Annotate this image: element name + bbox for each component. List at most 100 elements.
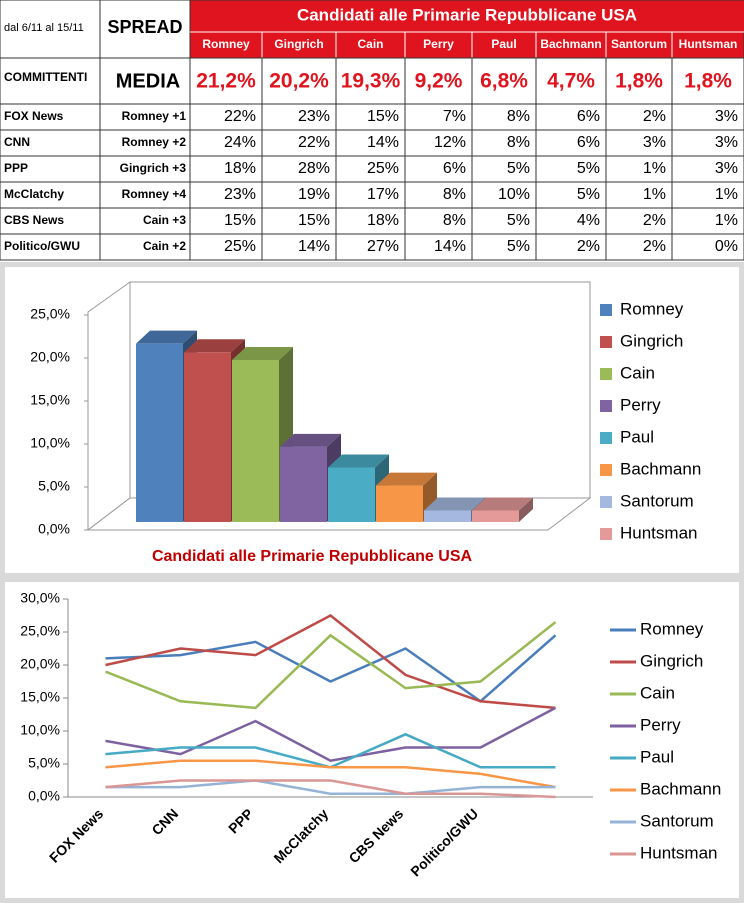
poll-value: 10%	[498, 186, 530, 203]
legend-label: Romney	[640, 619, 704, 638]
pollster: PPP	[4, 161, 28, 175]
poll-value: 5%	[507, 212, 530, 229]
y-tick-label: 15,0%	[20, 689, 60, 705]
spread: Cain +2	[143, 239, 186, 253]
poll-value: 8%	[443, 186, 466, 203]
spread: Cain +3	[143, 213, 186, 227]
poll-value: 19%	[298, 186, 330, 203]
bar-top	[376, 472, 437, 486]
poll-value: 24%	[224, 134, 256, 151]
y-tick-label: 20,0%	[30, 349, 70, 365]
poll-value: 15%	[367, 108, 399, 125]
legend-label: Gingrich	[640, 651, 703, 670]
poll-value: 14%	[298, 238, 330, 255]
bar	[280, 446, 327, 522]
legend-label: Cain	[620, 363, 655, 382]
title-cell	[190, 0, 744, 58]
poll-value: 25%	[367, 160, 399, 177]
bar-top	[472, 497, 533, 511]
candidate-header: Bachmann	[540, 37, 601, 51]
committenti: COMMITTENTI	[4, 70, 87, 84]
poll-value: 5%	[507, 160, 530, 177]
poll-value: 3%	[715, 134, 738, 151]
candidate-header: Perry	[423, 37, 454, 51]
legend-swatch	[600, 304, 612, 316]
poll-value: 6%	[443, 160, 466, 177]
candidate-header: Huntsman	[679, 37, 738, 51]
pollster: McClatchy	[4, 187, 64, 201]
bar-top	[280, 433, 341, 447]
series-line	[105, 779, 556, 795]
poll-value: 5%	[577, 160, 600, 177]
bar	[376, 485, 423, 522]
candidate-header: Santorum	[611, 37, 667, 51]
table-title: Candidati alle Primarie Repubblicane USA	[297, 5, 637, 24]
legend-label: Cain	[640, 683, 675, 702]
y-tick-label: 5,0%	[38, 478, 70, 494]
poll-value: 4%	[577, 212, 600, 229]
legend-label: Santorum	[620, 491, 694, 510]
media-value: 21,2%	[196, 70, 256, 93]
legend-label: Bachmann	[640, 779, 721, 798]
candidate-header: Gingrich	[274, 37, 323, 51]
y-tick-label: 0,0%	[28, 788, 60, 804]
poll-value: 3%	[643, 134, 666, 151]
poll-value: 12%	[434, 134, 466, 151]
poll-value: 6%	[577, 108, 600, 125]
poll-value: 8%	[507, 108, 530, 125]
spread: Romney +2	[122, 135, 187, 149]
legend-label: Huntsman	[620, 523, 697, 542]
bar	[472, 510, 519, 522]
legend-swatch	[600, 496, 612, 508]
bar-top	[184, 339, 245, 353]
line-chart-bg	[5, 582, 739, 898]
poll-value: 27%	[367, 238, 399, 255]
poll-value: 22%	[224, 108, 256, 125]
series-line	[105, 706, 557, 763]
legend-swatch	[600, 432, 612, 444]
poll-value: 8%	[507, 134, 530, 151]
poll-value: 15%	[298, 212, 330, 229]
legend-swatch	[600, 368, 612, 380]
legend-swatch	[600, 336, 612, 348]
pollster: CNN	[4, 135, 30, 149]
pollster: Politico/GWU	[4, 239, 80, 253]
pollster: FOX News	[4, 109, 64, 123]
spread-header: SPREAD	[107, 17, 182, 37]
y-tick-label: 5,0%	[28, 755, 60, 771]
bar	[232, 360, 279, 522]
media-value: 19,3%	[341, 70, 401, 93]
y-tick-label: 0,0%	[38, 521, 70, 537]
series-line	[105, 759, 556, 789]
bar-top	[232, 347, 293, 361]
bar-top	[328, 454, 389, 468]
candidate-header: Cain	[357, 37, 383, 51]
bar	[328, 467, 375, 522]
legend-label: Santorum	[640, 811, 714, 830]
y-tick-label: 15,0%	[30, 392, 70, 408]
spread: Romney +1	[122, 109, 187, 123]
legend-label: Huntsman	[640, 843, 717, 862]
media-value: 6,8%	[480, 70, 528, 93]
poll-value: 23%	[224, 186, 256, 203]
y-tick-label: 30,0%	[20, 590, 60, 606]
poll-value: 18%	[367, 212, 399, 229]
bar-side	[519, 497, 533, 522]
poll-value: 17%	[367, 186, 399, 203]
poll-value: 6%	[577, 134, 600, 151]
legend-label: Perry	[620, 395, 661, 414]
media-label: MEDIA	[116, 70, 180, 92]
bar	[424, 510, 471, 522]
series-line	[105, 779, 556, 799]
poll-value: 14%	[367, 134, 399, 151]
bar	[136, 343, 183, 522]
candidate-header: Paul	[491, 37, 516, 51]
poll-value: 1%	[715, 186, 738, 203]
media-value: 1,8%	[615, 70, 663, 93]
poll-value: 0%	[715, 238, 738, 255]
poll-value: 2%	[643, 238, 666, 255]
chart-title: Candidati alle Primarie Repubblicane USA	[152, 548, 473, 565]
poll-value: 22%	[298, 134, 330, 151]
poll-value: 7%	[443, 108, 466, 125]
